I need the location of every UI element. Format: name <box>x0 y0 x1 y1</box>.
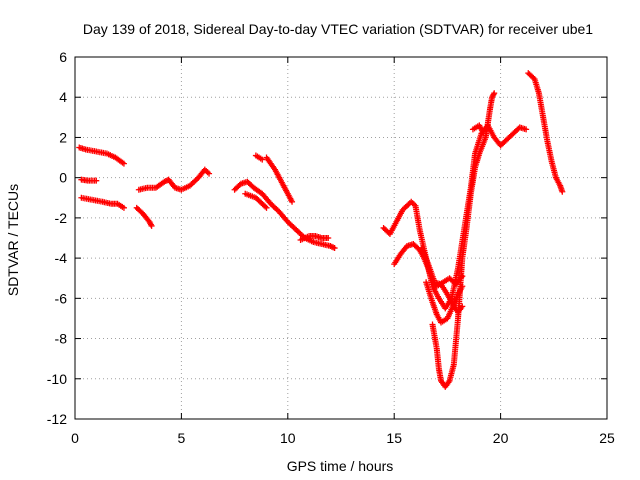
data-point-marker <box>490 91 497 98</box>
x-tick-label: 25 <box>599 430 615 446</box>
data-point <box>559 188 566 195</box>
x-tick-label: 5 <box>178 430 186 446</box>
data-points <box>76 70 566 390</box>
data-point <box>93 177 100 184</box>
y-tick-label: -4 <box>55 250 68 266</box>
chart-title: Day 139 of 2018, Sidereal Day-to-day VTE… <box>83 21 593 37</box>
data-point <box>259 156 266 163</box>
y-tick-label: -8 <box>55 331 68 347</box>
data-point <box>459 303 466 310</box>
x-tick-label: 15 <box>386 430 402 446</box>
data-point <box>331 245 338 252</box>
data-point <box>148 222 155 229</box>
x-axis-label: GPS time / hours <box>287 458 394 474</box>
data-point <box>523 126 530 133</box>
x-tick-label: 0 <box>71 430 79 446</box>
data-point <box>325 235 332 241</box>
data-point <box>206 170 213 177</box>
data-point-marker <box>262 203 269 210</box>
y-tick-label: -10 <box>47 371 67 387</box>
y-tick-label: 4 <box>59 89 67 105</box>
data-point <box>480 130 487 137</box>
y-tick-label: 6 <box>59 49 67 65</box>
data-point-marker <box>147 221 154 228</box>
grid <box>75 57 607 419</box>
y-tick-label: -2 <box>55 210 68 226</box>
axis-ticks: 0 5 10 15 20 25 -12 -10 -8 -6 -4 -2 0 2 4 6 <box>47 49 615 446</box>
y-tick-label: 0 <box>59 170 67 186</box>
data-point <box>491 90 498 97</box>
y-axis-label: SDTVAR / TECUs <box>5 184 21 296</box>
y-tick-label: 2 <box>59 129 67 145</box>
x-tick-label: 10 <box>280 430 296 446</box>
data-point <box>120 204 127 211</box>
y-tick-label: -6 <box>55 290 68 306</box>
data-point <box>120 160 127 167</box>
plot-frame <box>74 56 608 420</box>
y-tick-label: -12 <box>47 411 67 427</box>
data-point <box>263 204 270 211</box>
x-tick-label: 20 <box>493 430 509 446</box>
data-point <box>289 198 296 205</box>
